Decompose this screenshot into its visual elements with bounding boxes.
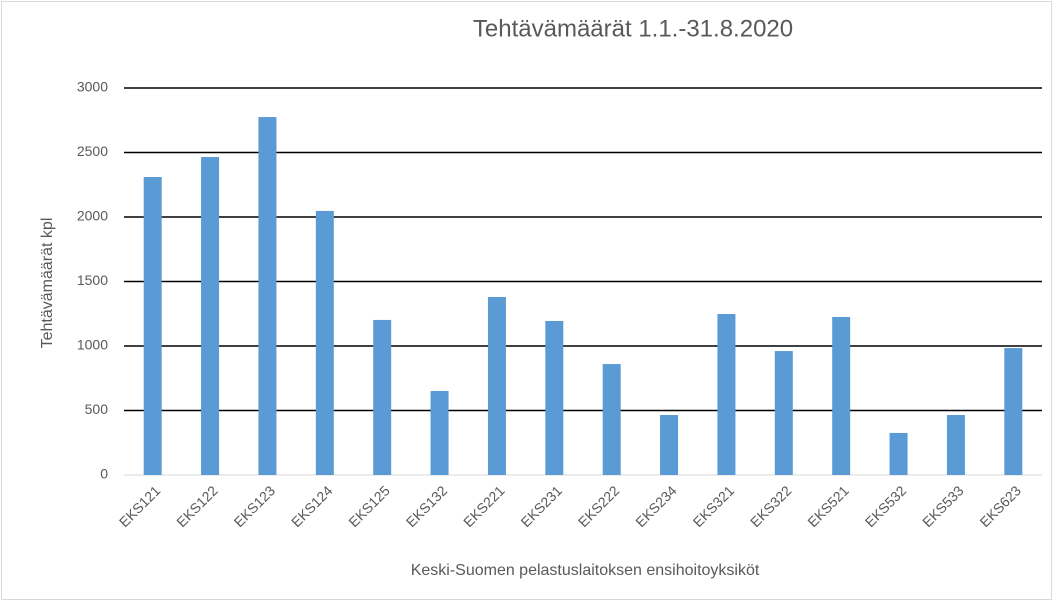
bar <box>717 314 736 475</box>
bar <box>602 364 621 475</box>
bar <box>545 320 564 475</box>
bar <box>1004 348 1023 475</box>
bar <box>373 319 392 475</box>
bar <box>258 117 277 476</box>
bar <box>889 432 908 475</box>
bar <box>315 210 334 475</box>
y-tick-label: 1500 <box>77 272 108 288</box>
y-tick-label: 500 <box>85 401 109 417</box>
y-tick-label: 0 <box>100 466 108 482</box>
bar <box>832 316 851 475</box>
chart-title: Tehtävämäärät 1.1.-31.8.2020 <box>473 15 793 42</box>
bar <box>430 391 449 475</box>
y-tick-label: 1000 <box>77 337 108 353</box>
bar <box>774 351 793 475</box>
bar <box>487 296 506 475</box>
bar <box>946 415 965 475</box>
bar <box>660 415 679 475</box>
y-tick-label: 3000 <box>77 79 108 95</box>
y-tick-label: 2500 <box>77 143 108 159</box>
y-axis-title: Tehtävämäärät kpl <box>39 218 56 349</box>
bar <box>201 157 220 475</box>
bar <box>143 177 162 475</box>
x-axis-title: Keski-Suomen pelastuslaitoksen ensihoito… <box>411 562 760 579</box>
y-tick-label: 2000 <box>77 208 108 224</box>
